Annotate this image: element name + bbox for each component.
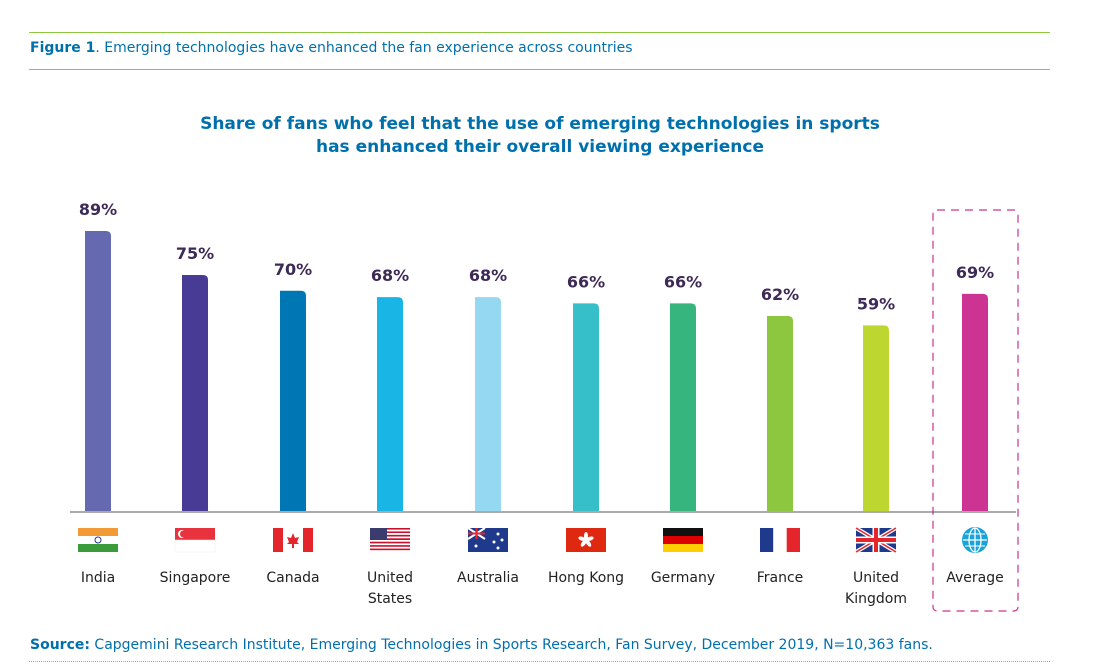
category-label-india: India — [81, 570, 115, 586]
bar-singapore — [182, 275, 208, 511]
figure-label: Figure 1 — [30, 40, 96, 56]
category-label-average: Average — [946, 570, 1004, 586]
australia-flag-icon — [467, 527, 508, 552]
source-note: Source: Capgemini Research Institute, Em… — [30, 637, 933, 653]
category-label-australia: Australia — [457, 570, 519, 586]
chart-title: Share of fans who feel that the use of e… — [170, 113, 910, 159]
bar-united-kingdom — [863, 325, 889, 511]
singapore-flag-icon — [174, 528, 216, 553]
bar-hong-kong — [573, 303, 599, 511]
value-label-germany: 66% — [664, 272, 702, 291]
chart-title-line-1: Share of fans who feel that the use of e… — [200, 114, 880, 134]
source-text: Capgemini Research Institute, Emerging T… — [89, 637, 933, 653]
bar-india — [85, 231, 111, 511]
india-flag-icon — [78, 528, 118, 552]
category-label-france: France — [757, 570, 804, 586]
canada-flag-icon — [273, 528, 313, 552]
figure-caption-text: . Emerging technologies have enhanced th… — [95, 40, 633, 56]
average-highlight-box — [932, 209, 1019, 612]
globe-icon — [962, 527, 988, 553]
category-label-united-kingdom-line-1: United — [853, 570, 899, 586]
value-label-united-states: 68% — [371, 266, 409, 285]
value-label-australia: 68% — [469, 266, 507, 285]
source-label: Source: — [30, 637, 90, 653]
france-flag-icon — [760, 528, 800, 552]
top-rule — [29, 32, 1050, 33]
figure-caption: Figure 1. Emerging technologies have enh… — [30, 40, 633, 56]
chart-title-line-2: has enhanced their overall viewing exper… — [315, 137, 765, 157]
bar-australia — [475, 297, 501, 511]
value-label-france: 62% — [761, 285, 799, 304]
category-label-united-states-line-2: States — [368, 591, 412, 607]
bar-canada — [280, 290, 306, 511]
category-label-germany: Germany — [651, 570, 715, 586]
caption-rule — [29, 69, 1050, 70]
value-label-singapore: 75% — [176, 244, 214, 263]
value-label-united-kingdom: 59% — [857, 294, 895, 313]
united-kingdom-flag-icon — [854, 526, 898, 554]
germany-flag-icon — [663, 528, 703, 552]
bar-germany — [670, 303, 696, 511]
value-label-hong-kong: 66% — [567, 272, 605, 291]
category-label-united-states-line-1: United — [367, 570, 413, 586]
bar-france — [767, 315, 793, 511]
bar-united-states — [377, 297, 403, 511]
bar-average — [962, 293, 988, 511]
category-label-canada: Canada — [266, 570, 319, 586]
category-label-hong-kong: Hong Kong — [548, 570, 624, 586]
united-states-flag-icon — [370, 528, 410, 552]
bottom-rule — [29, 661, 1050, 662]
value-label-average: 69% — [956, 263, 994, 282]
value-label-india: 89% — [79, 200, 117, 219]
hong-kong-flag-icon — [566, 528, 606, 552]
value-label-canada: 70% — [274, 260, 312, 279]
category-label-united-kingdom-line-2: Kingdom — [845, 591, 907, 607]
category-label-singapore: Singapore — [160, 570, 231, 586]
